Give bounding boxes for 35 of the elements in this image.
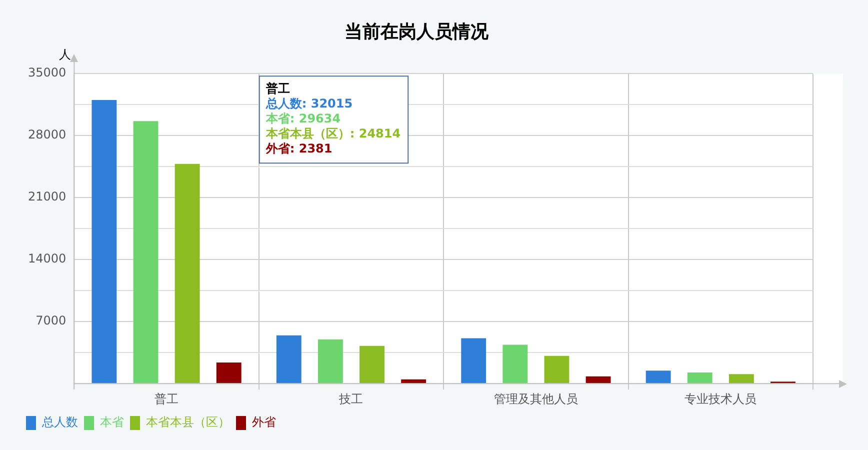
- legend-label: 本省: [100, 415, 124, 430]
- annotation: 本省: 29634: [264, 112, 341, 126]
- bar: [92, 100, 117, 384]
- bar: [502, 344, 528, 384]
- y-tick-label: 7000: [36, 314, 66, 328]
- legend-label: 总人数: [41, 415, 78, 430]
- annotation: 普工: [264, 82, 290, 96]
- x-tick-label: 技工: [338, 392, 364, 406]
- x-tick-label: 管理及其他人员: [494, 392, 578, 406]
- bar: [276, 335, 302, 384]
- bar: [544, 356, 570, 384]
- bar: [461, 338, 486, 384]
- y-tick-label: 21000: [28, 190, 66, 204]
- bar: [133, 121, 158, 384]
- legend-label: 本省本县（区）: [146, 415, 230, 430]
- annotation: 总人数: 32015: [264, 96, 353, 111]
- bar: [174, 164, 200, 384]
- bar: [318, 339, 343, 384]
- bar: [586, 376, 611, 384]
- y-tick-label: 14000: [28, 252, 66, 266]
- legend-label: 外省: [252, 415, 276, 430]
- bar: [360, 346, 384, 384]
- y-tick-label: 35000: [28, 66, 66, 80]
- x-tick-label: 普工: [154, 392, 179, 406]
- annotation: 本省本县（区）: 24814: [264, 126, 401, 141]
- y-axis-title: 人: [59, 48, 72, 62]
- x-tick-label: 专业技术人员: [684, 392, 757, 406]
- bar: [646, 370, 671, 384]
- bar: [687, 372, 712, 384]
- chart-title: 当前在岗人员情况: [344, 21, 490, 42]
- bar: [216, 362, 242, 384]
- bar: [401, 379, 426, 384]
- y-tick-label: 28000: [28, 128, 66, 142]
- bar: [728, 374, 754, 384]
- annotation: 外省: 2381: [264, 142, 332, 156]
